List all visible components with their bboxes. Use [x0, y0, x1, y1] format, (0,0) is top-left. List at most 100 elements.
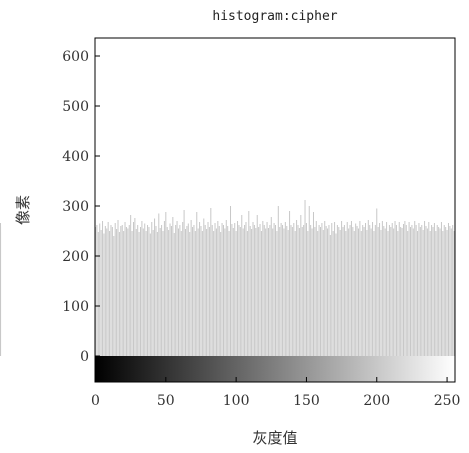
histogram-bar — [435, 231, 437, 356]
histogram-bar — [252, 222, 254, 356]
histogram-bar — [235, 231, 237, 356]
histogram-bar — [394, 221, 396, 356]
histogram-bar — [325, 226, 327, 356]
histogram-bar — [447, 223, 449, 356]
histogram-bar — [210, 208, 212, 356]
histogram-bar — [256, 215, 258, 356]
histogram-bar — [97, 232, 99, 356]
histogram-bar — [308, 206, 310, 356]
histogram-bar — [180, 231, 182, 356]
histogram-bar — [206, 229, 208, 356]
histogram-bar — [267, 228, 269, 356]
histogram-bar — [227, 226, 229, 356]
histogram-bar — [114, 223, 116, 356]
bars-group — [0, 200, 455, 356]
histogram-bar — [384, 228, 386, 356]
histogram-bar — [332, 231, 334, 356]
histogram-bar — [200, 226, 202, 356]
histogram-bar — [183, 210, 185, 356]
histogram-bar — [245, 222, 247, 356]
histogram-bar — [262, 221, 264, 356]
histogram-bar — [419, 227, 421, 356]
histogram-bar — [244, 225, 246, 356]
x-tick-label: 200 — [363, 393, 390, 409]
histogram-bar — [107, 222, 109, 356]
histogram-bar — [312, 212, 314, 356]
histogram-bar — [225, 220, 227, 356]
histogram-bar — [305, 223, 307, 356]
histogram-bar — [170, 226, 172, 356]
histogram-bar — [224, 228, 226, 356]
histogram-bar — [345, 231, 347, 356]
histogram-bar — [391, 223, 393, 356]
histogram-bar — [418, 223, 420, 356]
histogram-bar — [249, 226, 251, 356]
histogram-bar — [161, 225, 163, 356]
histogram-bar — [377, 227, 379, 356]
histogram-bar — [131, 231, 133, 356]
histogram-bar — [327, 228, 329, 356]
histogram-bar — [189, 232, 191, 356]
histogram-bar — [207, 222, 209, 356]
chart-title: histogram:cipher — [212, 9, 337, 24]
histogram-bar — [217, 221, 219, 356]
histogram-bar — [275, 225, 277, 356]
histogram-bar — [156, 232, 158, 356]
histogram-bar — [348, 228, 350, 356]
histogram-bar — [266, 222, 268, 356]
histogram-bar — [386, 222, 388, 356]
histogram-bar — [359, 221, 361, 356]
histogram-bar — [197, 228, 199, 356]
histogram-bar — [321, 223, 323, 356]
histogram-bar — [144, 223, 146, 356]
histogram-bar — [390, 227, 392, 356]
histogram-bar — [415, 225, 417, 356]
histogram-bar — [272, 228, 274, 356]
histogram-bar — [411, 225, 413, 356]
histogram-bar — [273, 223, 275, 356]
histogram-bar — [318, 225, 320, 356]
histogram-bar — [128, 225, 130, 356]
histogram-bar — [387, 231, 389, 356]
histogram-bar — [253, 225, 255, 356]
y-tick-label: 100 — [62, 299, 89, 315]
histogram-bar — [204, 225, 206, 356]
histogram-bar — [320, 227, 322, 356]
histogram-bar — [395, 225, 397, 356]
y-tick-label: 200 — [62, 249, 89, 265]
histogram-bar — [282, 225, 284, 356]
histogram-bar — [95, 227, 97, 356]
histogram-bar — [350, 221, 352, 356]
histogram-bar — [362, 225, 364, 356]
histogram-bar — [213, 231, 215, 356]
histogram-bar — [190, 220, 192, 356]
histogram-bar — [296, 220, 298, 356]
histogram-bar — [367, 220, 369, 356]
histogram-bar — [301, 227, 303, 356]
histogram-bar — [155, 226, 157, 356]
histogram-bar — [241, 215, 243, 356]
histogram-bar — [297, 225, 299, 356]
histogram-bar — [398, 222, 400, 356]
histogram-bar — [215, 228, 217, 356]
y-axis-label: 像素 — [14, 195, 32, 225]
histogram-bar — [335, 233, 337, 356]
histogram-bar — [397, 231, 399, 356]
histogram-bar — [422, 230, 424, 356]
histogram-bar — [163, 221, 165, 356]
histogram-bar — [293, 223, 295, 356]
histogram-bar — [283, 228, 285, 356]
histogram-bar — [168, 230, 170, 356]
histogram-bar — [104, 226, 106, 356]
histogram-bar — [175, 225, 177, 356]
histogram-bar — [0, 226, 2, 356]
histogram-bar — [412, 228, 414, 356]
histogram-bar — [103, 233, 105, 356]
histogram-bar — [96, 225, 98, 356]
histogram-bar — [290, 225, 292, 356]
histogram-bar — [135, 229, 137, 356]
histogram-bar — [414, 221, 416, 356]
histogram-bar — [446, 230, 448, 356]
histogram-bar — [148, 227, 150, 356]
histogram-bar — [102, 221, 104, 356]
